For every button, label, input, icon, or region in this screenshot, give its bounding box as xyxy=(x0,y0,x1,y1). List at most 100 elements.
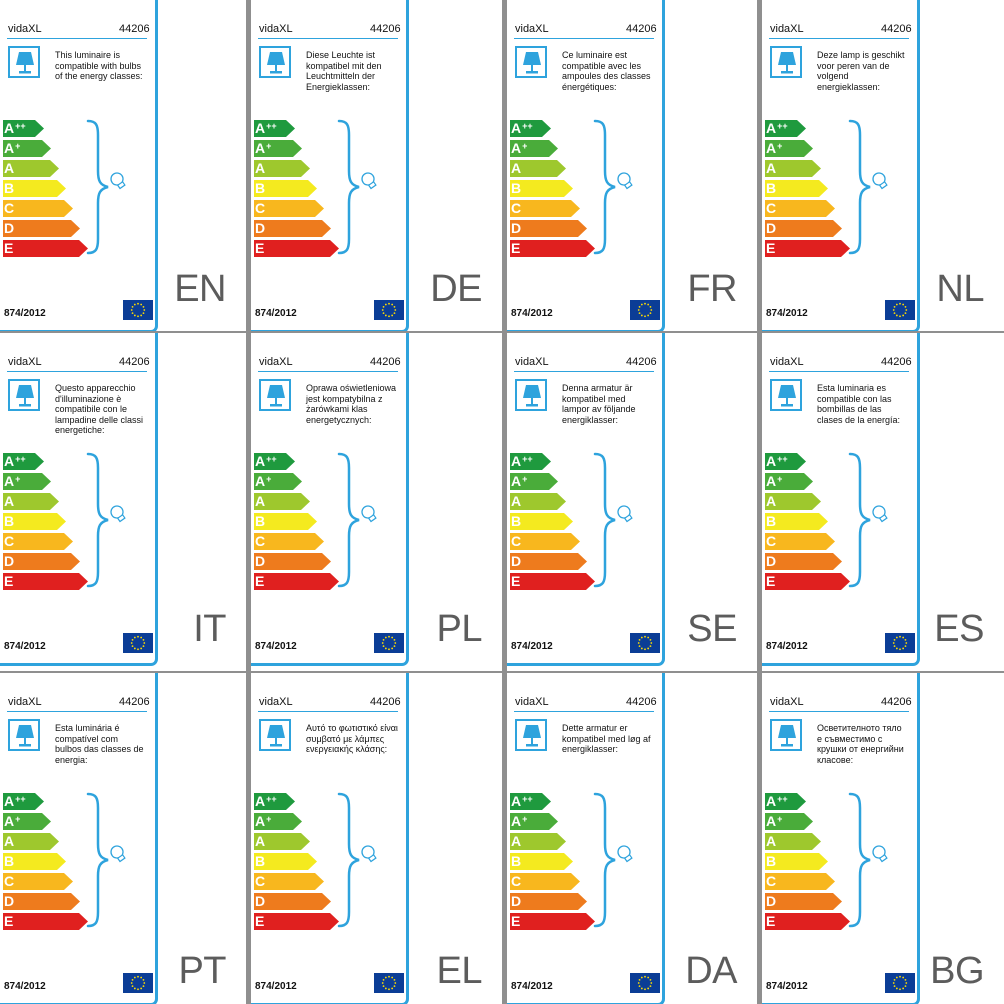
energy-class-suffix: + xyxy=(777,474,783,484)
light-bulb-icon xyxy=(110,172,126,190)
energy-class-arrow: B xyxy=(254,180,317,197)
eu-flag-icon xyxy=(123,300,153,320)
language-code: FR xyxy=(687,268,737,310)
energy-class-letter: B xyxy=(255,180,266,196)
energy-class-letter: E xyxy=(511,913,521,929)
compatibility-text: Deze lamp is geschikt voor peren van de … xyxy=(817,50,905,92)
energy-class-letter: A xyxy=(4,453,15,469)
regulation-number: 874/2012 xyxy=(766,981,808,992)
brand-name: vidaXL xyxy=(8,696,42,708)
header-divider xyxy=(769,371,909,372)
energy-class-arrow: C xyxy=(765,873,835,890)
light-bulb-icon xyxy=(361,505,377,523)
energy-class-arrow: D xyxy=(765,220,842,237)
language-code: EL xyxy=(436,950,483,992)
energy-class-letter: D xyxy=(766,220,777,236)
energy-class-letter: C xyxy=(255,533,266,549)
energy-class-arrow: E xyxy=(510,240,595,257)
bracket-with-bulb xyxy=(848,452,888,588)
energy-class-suffix: ++ xyxy=(15,794,26,804)
eu-flag-icon xyxy=(123,633,153,653)
energy-class-letter: B xyxy=(766,853,777,869)
bracket-with-bulb xyxy=(337,119,377,255)
eu-flag-icon xyxy=(630,300,660,320)
energy-class-arrow: E xyxy=(3,573,88,590)
energy-class-scale: A++ A+ A B C D E xyxy=(254,120,344,260)
brand-name: vidaXL xyxy=(8,23,42,35)
label-panel-se: vidaXL 44206 Denna armatur är kompatibel m… xyxy=(507,333,757,671)
energy-class-arrow: A+ xyxy=(254,813,302,830)
header-divider xyxy=(258,371,398,372)
light-bulb-icon xyxy=(872,172,888,190)
energy-class-arrow: B xyxy=(510,853,573,870)
energy-label-card: vidaXL 44206 Осветителното тяло е съвмести… xyxy=(762,673,920,1004)
table-lamp-icon xyxy=(259,719,291,751)
table-lamp-icon xyxy=(770,46,802,78)
energy-class-scale: A++ A+ A B C D E xyxy=(254,793,344,933)
energy-class-letter: D xyxy=(511,893,522,909)
energy-class-letter: A xyxy=(4,140,15,156)
energy-class-letter: E xyxy=(4,913,14,929)
energy-class-letter: A xyxy=(511,473,522,489)
table-lamp-icon xyxy=(515,719,547,751)
header-divider xyxy=(7,371,147,372)
energy-class-arrow: E xyxy=(765,240,850,257)
energy-class-arrow: E xyxy=(254,913,339,930)
energy-class-letter: A xyxy=(4,120,15,136)
energy-class-letter: E xyxy=(766,913,776,929)
energy-class-arrow: A++ xyxy=(765,793,806,810)
product-code: 44206 xyxy=(119,696,150,708)
energy-class-letter: E xyxy=(4,573,14,589)
energy-class-arrow: D xyxy=(765,893,842,910)
energy-class-letter: B xyxy=(766,180,777,196)
energy-class-letter: A xyxy=(766,833,777,849)
energy-class-letter: A xyxy=(511,793,522,809)
table-lamp-icon xyxy=(515,379,547,411)
language-code: PL xyxy=(436,608,483,650)
energy-class-arrow: A xyxy=(510,160,566,177)
product-code: 44206 xyxy=(881,696,912,708)
energy-class-suffix: ++ xyxy=(777,121,788,131)
energy-class-arrow: B xyxy=(254,513,317,530)
bracket-icon xyxy=(86,792,109,928)
energy-class-letter: A xyxy=(255,793,266,809)
energy-class-suffix: + xyxy=(15,141,21,151)
energy-class-arrow: A xyxy=(3,160,59,177)
brand-name: vidaXL xyxy=(770,356,804,368)
label-panel-da: vidaXL 44206 Dette armatur er kompatibel m… xyxy=(507,673,757,1004)
label-panel-nl: vidaXL 44206 Deze lamp is geschikt voor pe… xyxy=(762,0,1004,331)
light-bulb-icon xyxy=(872,845,888,863)
energy-label-card: vidaXL 44206 Dette armatur er kompatibel m… xyxy=(507,673,665,1004)
table-lamp-icon xyxy=(8,719,40,751)
energy-class-suffix: ++ xyxy=(777,454,788,464)
energy-class-letter: A xyxy=(511,813,522,829)
energy-class-arrow: C xyxy=(254,533,324,550)
brand-name: vidaXL xyxy=(515,696,549,708)
regulation-number: 874/2012 xyxy=(255,641,297,652)
energy-class-suffix: ++ xyxy=(777,794,788,804)
energy-label-card: vidaXL 44206 Diese Leuchte ist kompatibel … xyxy=(251,0,409,331)
energy-class-scale: A++ A+ A B C D E xyxy=(3,453,93,593)
energy-class-arrow: A++ xyxy=(510,793,551,810)
energy-class-arrow: A++ xyxy=(3,120,44,137)
energy-label-card: vidaXL 44206 Questo apparecchio d'illumina… xyxy=(0,333,158,666)
energy-class-letter: B xyxy=(4,180,15,196)
product-code: 44206 xyxy=(119,23,150,35)
energy-class-letter: D xyxy=(766,893,777,909)
energy-class-arrow: C xyxy=(3,533,73,550)
bracket-with-bulb xyxy=(593,452,633,588)
bracket-icon xyxy=(337,119,360,255)
energy-class-suffix: ++ xyxy=(522,794,533,804)
energy-class-arrow: A++ xyxy=(254,120,295,137)
table-lamp-icon xyxy=(8,379,40,411)
energy-class-letter: D xyxy=(255,893,266,909)
energy-class-arrow: B xyxy=(3,180,66,197)
energy-class-suffix: ++ xyxy=(522,454,533,464)
energy-class-arrow: E xyxy=(510,573,595,590)
energy-class-letter: A xyxy=(511,453,522,469)
compatibility-text: Dette armatur er kompatibel med løg af e… xyxy=(562,723,651,754)
energy-class-scale: A++ A+ A B C D E xyxy=(510,453,600,593)
energy-class-letter: C xyxy=(4,200,15,216)
energy-class-letter: A xyxy=(4,813,15,829)
